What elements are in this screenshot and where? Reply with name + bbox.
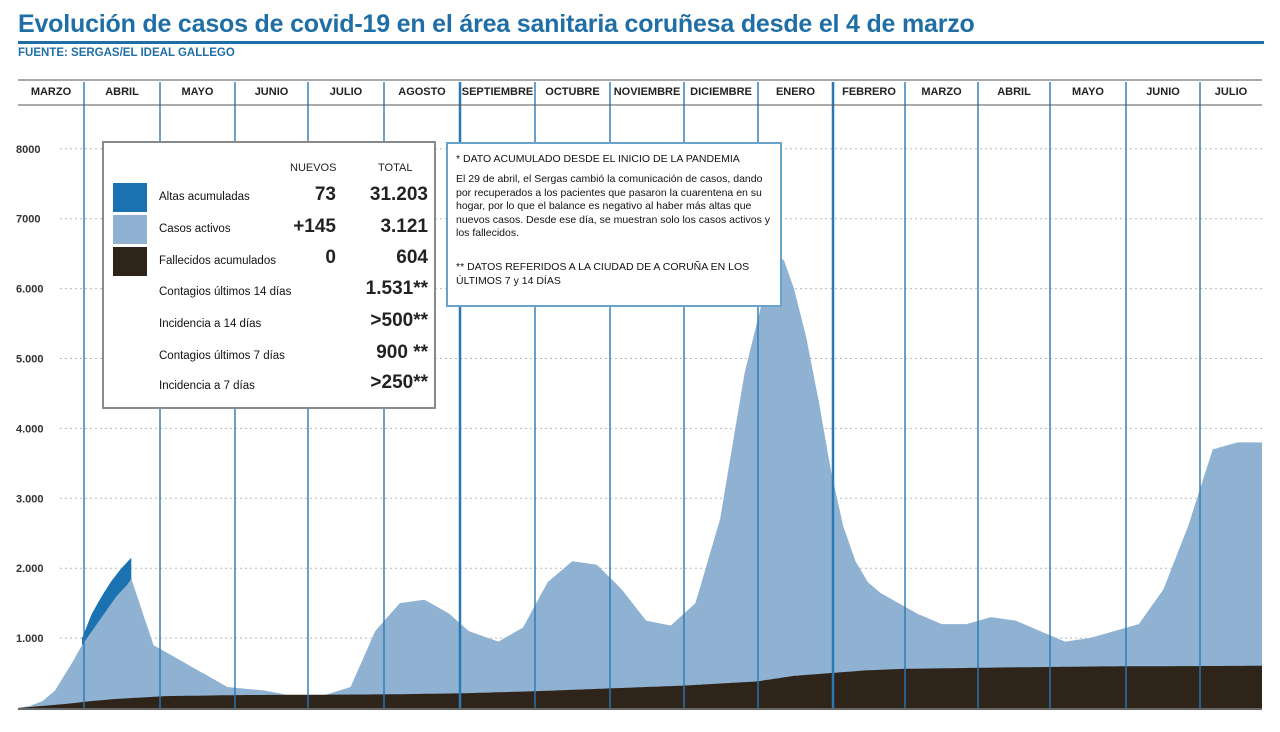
month-label: ENERO — [776, 86, 816, 98]
legend-total-active: 3.121 — [380, 216, 428, 237]
chart-source: FUENTE: SERGAS/EL IDEAL GALLEGO — [18, 47, 235, 59]
y-tick-label: 5.000 — [16, 354, 44, 366]
month-label: AGOSTO — [398, 86, 446, 98]
month-label: NOVIEMBRE — [614, 86, 681, 98]
y-tick-label: 6.000 — [16, 284, 44, 296]
month-label: MARZO — [921, 86, 962, 98]
month-label: MAYO — [182, 86, 214, 98]
title-rule — [18, 41, 1264, 44]
month-label: JUNIO — [255, 86, 289, 98]
month-label: JULIO — [1215, 86, 1248, 98]
legend-label-incidence-14: Incidencia a 14 días — [159, 318, 262, 330]
y-tick-label: 7000 — [16, 214, 40, 226]
y-tick-label: 4.000 — [16, 423, 44, 435]
series-deaths-area — [18, 665, 1262, 708]
legend-header-total: TOTAL — [378, 162, 413, 174]
legend-label-deaths: Fallecidos acumulados — [159, 255, 276, 267]
legend-value-incidence-7: >250** — [370, 372, 428, 393]
month-label: MARZO — [31, 86, 72, 98]
legend-label-active: Casos activos — [159, 223, 231, 235]
y-tick-label: 2.000 — [16, 563, 44, 575]
note-city-data: ** DATOS REFERIDOS A LA CIUDAD DE A CORU… — [456, 261, 750, 287]
legend-label-cases-7: Contagios últimos 7 días — [159, 350, 285, 362]
note-sergas-change: El 29 de abril, el Sergas cambió la comu… — [456, 173, 770, 240]
active-swatch — [113, 215, 147, 244]
month-label: JULIO — [330, 86, 363, 98]
legend-value-incidence-14: >500** — [370, 310, 428, 331]
month-label: DICIEMBRE — [690, 86, 752, 98]
month-label: FEBRERO — [842, 86, 896, 98]
legend-total-deaths: 604 — [396, 247, 428, 268]
y-tick-label: 1.000 — [16, 633, 44, 645]
legend-new-deaths: 0 — [325, 247, 336, 268]
month-label: MAYO — [1072, 86, 1104, 98]
month-label: OCTUBRE — [545, 86, 599, 98]
legend-value-cases-14: 1.531** — [365, 278, 428, 299]
legend-new-active: +145 — [293, 216, 336, 237]
month-label: SEPTIEMBRE — [462, 86, 534, 98]
series-active-area — [18, 253, 1262, 708]
legend-label-discharged: Altas acumuladas — [159, 191, 250, 203]
legend-header-new: NUEVOS — [290, 162, 337, 174]
deaths-swatch — [113, 247, 147, 276]
legend-new-discharged: 73 — [314, 184, 336, 205]
y-tick-label: 3.000 — [16, 493, 44, 505]
chart-title: Evolución de casos de covid-19 en el áre… — [18, 10, 975, 38]
legend-label-incidence-7: Incidencia a 7 días — [159, 380, 255, 392]
y-tick-label: 8000 — [16, 144, 40, 156]
month-label: ABRIL — [105, 86, 139, 98]
month-label: JUNIO — [1146, 86, 1180, 98]
discharged-swatch — [113, 183, 147, 212]
note-cumulative: * DATO ACUMULADO DESDE EL INICIO DE LA P… — [456, 153, 740, 165]
legend-label-cases-14: Contagios últimos 14 días — [159, 286, 292, 298]
legend-total-discharged: 31.203 — [369, 184, 428, 205]
legend-value-cases-7: 900 ** — [376, 342, 428, 363]
notes-box: * DATO ACUMULADO DESDE EL INICIO DE LA P… — [446, 142, 782, 307]
legend-box: NUEVOS TOTAL Altas acumuladas 73 31.203 … — [102, 141, 436, 409]
month-label: ABRIL — [997, 86, 1031, 98]
